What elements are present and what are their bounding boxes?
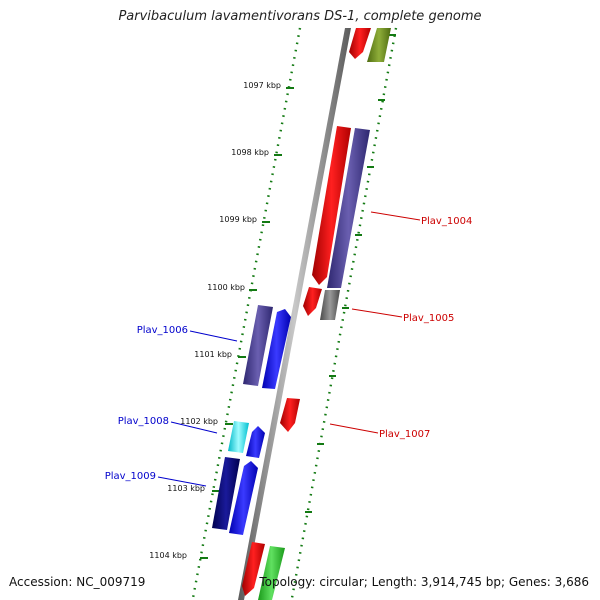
kbp-label-1104: 1104 kbp [149,551,187,560]
kbp-label-1101: 1101 kbp [194,350,232,359]
gene-label-plav-1004[interactable]: Plav_1004 [421,216,472,227]
leader-plav-1008 [170,421,218,434]
outer-ring-ticks [305,34,396,513]
gene-label-plav-1005[interactable]: Plav_1005 [403,313,454,324]
genome-info-text: Topology: circular; Length: 3,914,745 bp… [259,575,589,589]
gene-plav-1006-slate [243,305,273,386]
gene-red-small [303,287,322,316]
gene-red-top [349,28,371,59]
leader-plav-1006 [189,330,238,342]
gene-blue-long [229,461,258,535]
kbp-label-1098: 1098 kbp [231,148,269,157]
genome-backbone [238,28,351,600]
kbp-label-1097: 1097 kbp [243,81,281,90]
gene-plav-1006-blue [262,309,291,389]
kbp-label-1102: 1102 kbp [180,417,218,426]
gene-label-plav-1006[interactable]: Plav_1006 [137,325,188,336]
gene-plav-1004-red [312,126,351,285]
gene-plav-1008-cyan [228,421,249,453]
gene-blue-small [246,426,265,458]
gene-plav-1007-red [280,398,300,432]
gene-plav-1005-gray [320,290,340,320]
inner-dotted-ring [191,27,302,599]
gene-label-plav-1008[interactable]: Plav_1008 [118,416,169,427]
gene-label-plav-1009[interactable]: Plav_1009 [105,471,156,482]
gene-red-bottom [242,542,265,596]
kbp-label-1099: 1099 kbp [219,215,257,224]
gene-olive-top [367,28,391,62]
gene-plav-1009-navy [212,457,240,530]
kbp-label-1103: 1103 kbp [167,484,205,493]
leader-plav-1009 [157,476,207,487]
accession-text: Accession: NC_009719 [9,575,146,589]
leader-plav-1007 [329,423,379,434]
genome-title: Parvibaculum lavamentivorans DS-1, compl… [118,9,482,24]
gene-green-bottom [258,546,285,600]
kbp-label-1100: 1100 kbp [207,283,245,292]
leader-plav-1004 [370,211,421,221]
gene-slate-blue [327,128,370,288]
leader-plav-1005 [351,308,403,318]
gene-label-plav-1007[interactable]: Plav_1007 [379,429,430,440]
inner-ring-ticks [200,87,294,559]
outer-dotted-ring [290,27,398,599]
